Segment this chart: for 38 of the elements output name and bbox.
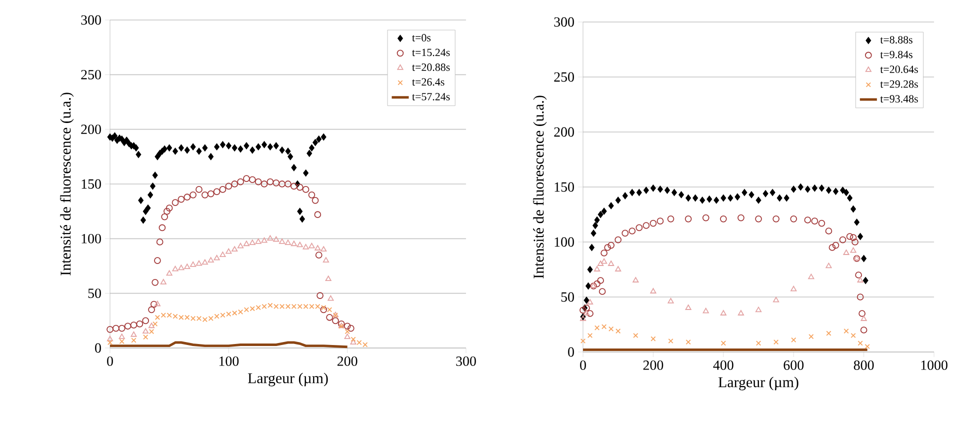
x-tick-label: 100 — [219, 356, 239, 366]
legend-label: t=57.24s — [412, 93, 450, 100]
legend-label: t=15.24s — [412, 48, 450, 56]
y-tick-label: 250 — [81, 70, 101, 80]
y-tick-label: 100 — [554, 237, 574, 247]
y-tick-label: 50 — [88, 288, 101, 298]
x-tick-label: 300 — [456, 356, 476, 366]
x-axis-title: Largeur (µm) — [248, 372, 328, 386]
x-tick-label: 0 — [107, 356, 113, 366]
x-tick-label: 200 — [337, 356, 358, 366]
legend-label: t=29.28s — [880, 80, 918, 88]
y-axis-title: Intensité de fluorescence (u.a.) — [60, 92, 74, 276]
legend-label: t=93.48s — [880, 95, 918, 103]
y-tick-label: 200 — [554, 127, 574, 137]
x-tick-label: 600 — [784, 360, 804, 370]
x-tick-label: 800 — [854, 360, 874, 370]
y-tick-label: 0 — [568, 347, 574, 357]
x-tick-label: 200 — [643, 360, 664, 370]
y-tick-label: 150 — [554, 182, 574, 192]
y-tick-label: 150 — [82, 179, 101, 189]
x-axis-title: Largeur (µm) — [718, 376, 798, 390]
legend-label: t=0s — [412, 34, 431, 42]
y-axis-title: Intensité de fluorescence (u.a.) — [533, 96, 547, 278]
legend-label: t=20.64s — [880, 66, 918, 74]
x-tick-label: 0 — [580, 360, 586, 370]
x-tick-label: 400 — [713, 360, 734, 370]
y-tick-label: 200 — [81, 124, 101, 134]
y-tick-label: 300 — [81, 15, 101, 25]
legend-label: t=26.4s — [412, 78, 444, 86]
y-tick-label: 100 — [82, 234, 101, 244]
y-tick-label: 50 — [561, 292, 574, 302]
x-tick-label: 1000 — [921, 360, 948, 370]
legend-label: t=9.84s — [880, 50, 912, 58]
y-tick-label: 300 — [554, 17, 574, 27]
legend-label: t=8.88s — [880, 36, 912, 44]
y-tick-label: 250 — [554, 72, 574, 82]
y-tick-label: 0 — [95, 343, 101, 353]
legend-label: t=20.88s — [412, 64, 450, 71]
